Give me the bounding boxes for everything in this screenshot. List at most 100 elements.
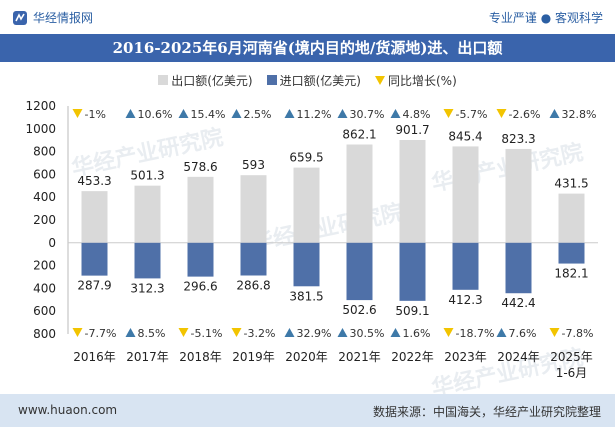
x-tick-label: 2020年 [285,350,328,364]
export-growth-triangle [443,109,454,118]
import-growth-label: -7.8% [562,327,594,340]
export-growth-label: -1% [85,108,106,121]
chart-title: 2016-2025年6月河南省(境内目的地/货源地)进、出口额 [112,39,503,57]
import-growth-label: 7.6% [509,327,537,340]
export-growth-triangle [231,109,242,118]
export-growth-triangle [284,109,295,118]
legend-item-growth: 同比增长(%) [374,70,457,90]
import-growth-triangle [231,328,242,337]
import-value-label: 286.8 [236,278,270,292]
export-value-label: 593 [242,158,265,172]
import-value-label: 182.1 [554,267,588,281]
export-bar [81,191,108,243]
export-growth-triangle [496,109,507,118]
import-growth-label: 32.9% [297,327,332,340]
export-growth-triangle [549,109,560,118]
import-growth-triangle [72,328,83,337]
y-tick-label: 400 [33,190,56,204]
legend-swatch-export [158,75,169,85]
brand-name: 华经情报网 [33,11,94,25]
tagline: 专业严谨 ● 客观科学 [488,11,603,25]
export-value-label: 578.6 [183,160,217,174]
import-value-label: 502.6 [342,303,376,317]
export-growth-label: -5.7% [456,108,488,121]
import-bar [399,242,426,301]
legend-swatch-import [266,75,277,85]
x-tick-label: 2016年 [73,350,116,364]
import-bar [293,242,320,287]
import-growth-triangle [496,328,507,337]
x-tick-label: 2018年 [179,350,222,364]
import-bar [505,242,532,294]
export-value-label: 823.3 [501,132,535,146]
import-value-label: 442.4 [501,296,535,310]
import-growth-triangle [125,328,136,337]
footer-site[interactable]: www.huaon.com [18,403,118,417]
export-growth-label: 10.6% [138,108,173,121]
legend: 出口额(亿美元) 进口额(亿美元) 同比增长(%) [0,70,615,90]
export-growth-triangle [125,109,136,118]
x-tick-label: 2025年 [550,350,593,364]
import-bar [346,242,373,301]
legend-triangle-icon [374,75,385,85]
export-growth-label: 32.8% [562,108,597,121]
legend-item-export: 出口额(亿美元) [158,70,253,90]
y-tick-label: 600 [33,304,56,318]
export-value-label: 453.3 [77,174,111,188]
legend-label-growth: 同比增长(%) [387,73,457,88]
export-growth-label: 2.5% [244,108,272,121]
export-bar [187,176,214,243]
export-growth-triangle [337,109,348,118]
y-tick-label: 200 [33,259,56,273]
y-tick-label: 1200 [25,99,56,113]
export-growth-label: 15.4% [191,108,226,121]
y-tick-label: 0 [48,236,56,250]
export-bar [558,193,585,243]
legend-item-import: 进口额(亿美元) [266,70,361,90]
export-bar [399,140,426,243]
footer: www.huaon.com 数据来源：中国海关，华经产业研究院整理 [0,394,615,427]
top-bar: 华经情报网 专业严谨 ● 客观科学 [0,0,615,34]
import-growth-label: 8.5% [138,327,166,340]
title-bar: 2016-2025年6月河南省(境内目的地/货源地)进、出口额 [0,34,615,62]
legend-label-import: 进口额(亿美元) [279,73,361,88]
import-bar [187,242,214,277]
brand[interactable]: 华经情报网 [12,9,93,26]
y-tick-label: 800 [33,327,56,341]
export-growth-label: -2.6% [509,108,541,121]
import-value-label: 287.9 [77,279,111,293]
import-bar [240,242,267,276]
import-bar [81,242,108,276]
x-tick-label: 2024年 [497,350,540,364]
export-value-label: 501.3 [130,169,164,183]
export-growth-label: 4.8% [403,108,431,121]
legend-label-export: 出口额(亿美元) [171,73,253,88]
export-bar [134,185,161,243]
export-bar [240,175,267,243]
export-growth-label: 11.2% [297,108,332,121]
import-bar [134,242,161,279]
x-tick-label: 2021年 [338,350,381,364]
export-bar [293,167,320,243]
export-value-label: 845.4 [448,129,482,143]
import-growth-triangle [284,328,295,337]
x-tick-label: 2017年 [126,350,169,364]
x-tick-label: 1-6月 [556,366,588,380]
chart-svg: 1200 1000 800 600 400 200 0 200 400 600 800 453.3 28… [25,99,598,380]
import-bar [452,242,479,290]
export-bar [346,144,373,243]
brand-logo-icon [13,10,27,25]
import-growth-label: -5.1% [191,327,223,340]
export-value-label: 431.5 [554,177,588,191]
import-value-label: 509.1 [395,304,429,318]
import-growth-triangle [337,328,348,337]
import-growth-triangle [178,328,189,337]
export-value-label: 901.7 [395,123,429,137]
y-tick-label: 800 [33,145,56,159]
import-growth-label: -7.7% [85,327,117,340]
x-tick-label: 2022年 [391,350,434,364]
import-value-label: 381.5 [289,289,323,303]
import-value-label: 296.6 [183,280,217,294]
export-growth-triangle [72,109,83,118]
